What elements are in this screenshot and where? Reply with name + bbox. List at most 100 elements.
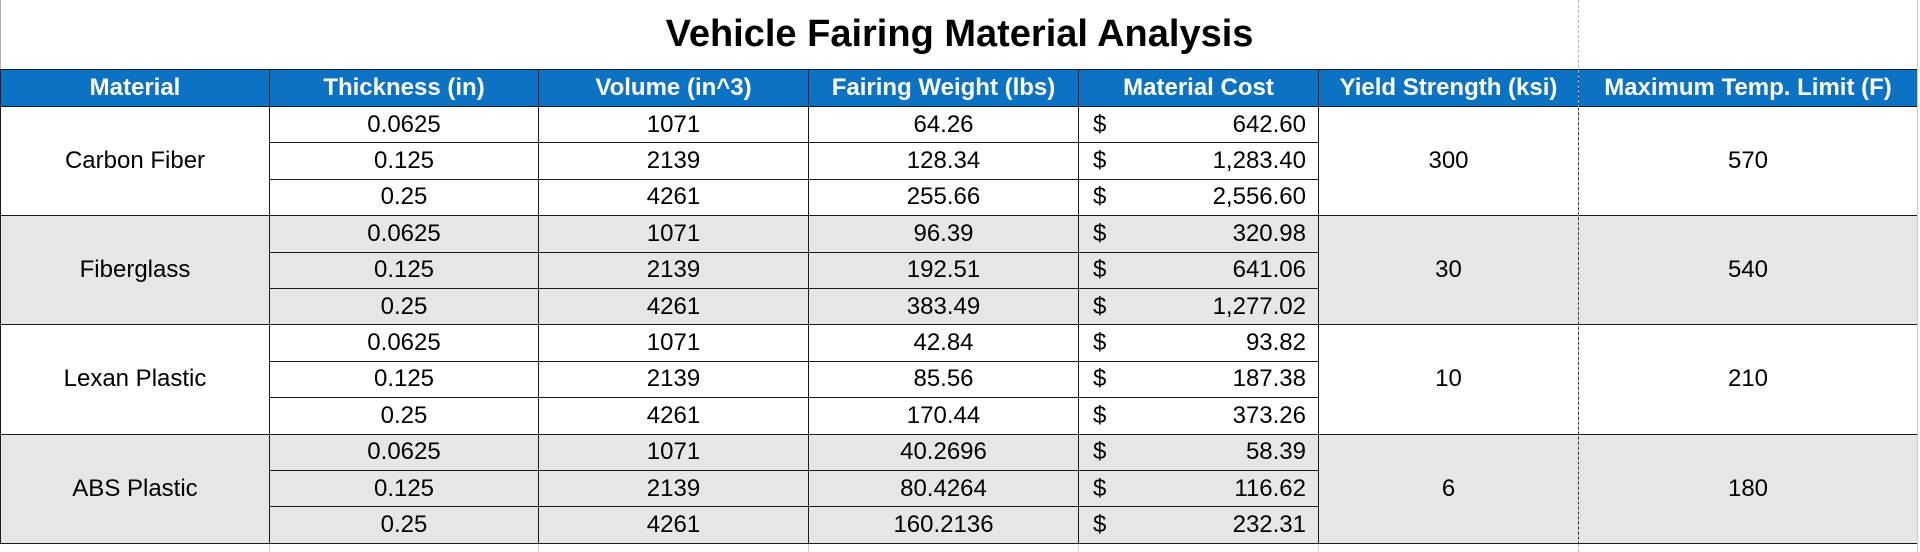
yield-strength-cell[interactable]: 300 [1318,105,1579,217]
cost-cell[interactable]: $232.31 [1078,506,1319,544]
cost-cell[interactable]: $1,277.02 [1078,287,1319,326]
currency-symbol: $ [1093,401,1107,429]
yield-strength-cell[interactable]: 10 [1318,324,1579,435]
thickness-cell[interactable]: 0.125 [269,142,539,180]
table-row: 0.25 4261 160.2136 $232.31 [1,506,1918,544]
header-weight[interactable]: Fairing Weight (lbs) [808,69,1079,107]
volume-cell[interactable]: 4261 [538,287,809,326]
volume-cell[interactable]: 4261 [538,178,809,217]
thickness-cell[interactable]: 0.0625 [269,324,539,362]
volume-cell[interactable]: 1071 [538,324,809,362]
header-volume[interactable]: Volume (in^3) [538,69,809,107]
volume-cell[interactable]: 1071 [538,215,809,253]
currency-symbol: $ [1093,329,1107,357]
material-name-cell[interactable]: Lexan Plastic [0,324,270,435]
currency-symbol: $ [1093,292,1107,320]
cost-cell[interactable]: $116.62 [1078,469,1319,508]
table-row: 0.25 4261 170.44 $373.26 [1,397,1918,435]
volume-cell[interactable]: 4261 [538,506,809,544]
currency-symbol: $ [1093,183,1107,211]
sheet-title[interactable]: Vehicle Fairing Material Analysis [0,0,1918,69]
max-temp-cell[interactable]: 180 [1578,433,1918,544]
header-cost[interactable]: Material Cost [1078,69,1319,107]
weight-cell[interactable]: 85.56 [808,360,1079,399]
gridline [1078,544,1079,552]
max-temp-cell[interactable]: 540 [1578,215,1918,326]
cost-cell[interactable]: $58.39 [1078,433,1319,471]
currency-symbol: $ [1093,438,1107,466]
cost-value: 642.60 [1232,110,1306,138]
volume-cell[interactable]: 2139 [538,251,809,289]
weight-cell[interactable]: 170.44 [808,397,1079,435]
gridline [1318,544,1319,552]
weight-cell[interactable]: 128.34 [808,142,1079,180]
material-name-cell[interactable]: Fiberglass [0,215,270,326]
cost-cell[interactable]: $641.06 [1078,251,1319,289]
cost-cell[interactable]: $187.38 [1078,360,1319,399]
weight-cell[interactable]: 64.26 [808,105,1079,144]
header-max-temp[interactable]: Maximum Temp. Limit (F) [1578,69,1918,107]
table-row: 0.25 4261 255.66 $2,556.60 [1,178,1918,217]
cost-cell[interactable]: $373.26 [1078,397,1319,435]
table-row: ABS Plastic 0.0625 1071 40.2696 $58.39 6… [0,433,1918,544]
currency-symbol: $ [1093,474,1107,502]
max-temp-cell[interactable]: 210 [1578,324,1918,435]
thickness-cell[interactable]: 0.25 [269,287,539,326]
thickness-cell[interactable]: 0.125 [269,469,539,508]
weight-cell[interactable]: 160.2136 [808,506,1079,544]
thickness-cell[interactable]: 0.25 [269,178,539,217]
volume-cell[interactable]: 4261 [538,397,809,435]
currency-symbol: $ [1093,256,1107,284]
cost-value: 58.39 [1245,438,1306,466]
thickness-cell[interactable]: 0.25 [269,397,539,435]
header-row: Material Thickness (in) Volume (in^3) Fa… [0,69,1918,107]
currency-symbol: $ [1093,365,1107,393]
material-name-cell[interactable]: ABS Plastic [0,433,270,544]
volume-cell[interactable]: 2139 [538,360,809,399]
table-row: 0.125 2139 80.4264 $116.62 [1,469,1918,508]
header-yield-strength[interactable]: Yield Strength (ksi) [1318,69,1579,107]
gridline [808,544,809,552]
cost-cell[interactable]: $320.98 [1078,215,1319,253]
volume-cell[interactable]: 2139 [538,469,809,508]
weight-cell[interactable]: 255.66 [808,178,1079,217]
gridline [538,544,539,552]
cost-value: 93.82 [1245,329,1306,357]
currency-symbol: $ [1093,510,1107,538]
volume-cell[interactable]: 1071 [538,105,809,144]
cost-cell[interactable]: $1,283.40 [1078,142,1319,180]
thickness-cell[interactable]: 0.0625 [269,433,539,471]
cost-value: 232.31 [1232,510,1306,538]
header-material[interactable]: Material [0,69,270,107]
max-temp-cell[interactable]: 570 [1578,105,1918,217]
header-thickness[interactable]: Thickness (in) [269,69,539,107]
gridline [269,544,270,552]
weight-cell[interactable]: 42.84 [808,324,1079,362]
thickness-cell[interactable]: 0.0625 [269,215,539,253]
thickness-cell[interactable]: 0.25 [269,506,539,544]
cost-value: 320.98 [1232,219,1306,247]
currency-symbol: $ [1093,147,1107,175]
volume-cell[interactable]: 1071 [538,433,809,471]
cost-value: 116.62 [1234,474,1306,502]
cost-value: 2,556.60 [1212,183,1306,211]
thickness-cell[interactable]: 0.0625 [269,105,539,144]
cost-cell[interactable]: $93.82 [1078,324,1319,362]
yield-strength-cell[interactable]: 6 [1318,433,1579,544]
thickness-cell[interactable]: 0.125 [269,251,539,289]
weight-cell[interactable]: 96.39 [808,215,1079,253]
yield-strength-cell[interactable]: 30 [1318,215,1579,326]
thickness-cell[interactable]: 0.125 [269,360,539,399]
weight-cell[interactable]: 40.2696 [808,433,1079,471]
cost-cell[interactable]: $2,556.60 [1078,178,1319,217]
page-break-line [1578,0,1579,552]
empty-grid-row [0,544,1917,552]
material-name-cell[interactable]: Carbon Fiber [0,105,270,217]
cost-value: 1,277.02 [1212,292,1306,320]
cost-cell[interactable]: $642.60 [1078,105,1319,144]
sheet-edge [1917,0,1918,552]
volume-cell[interactable]: 2139 [538,142,809,180]
weight-cell[interactable]: 192.51 [808,251,1079,289]
weight-cell[interactable]: 383.49 [808,287,1079,326]
weight-cell[interactable]: 80.4264 [808,469,1079,508]
